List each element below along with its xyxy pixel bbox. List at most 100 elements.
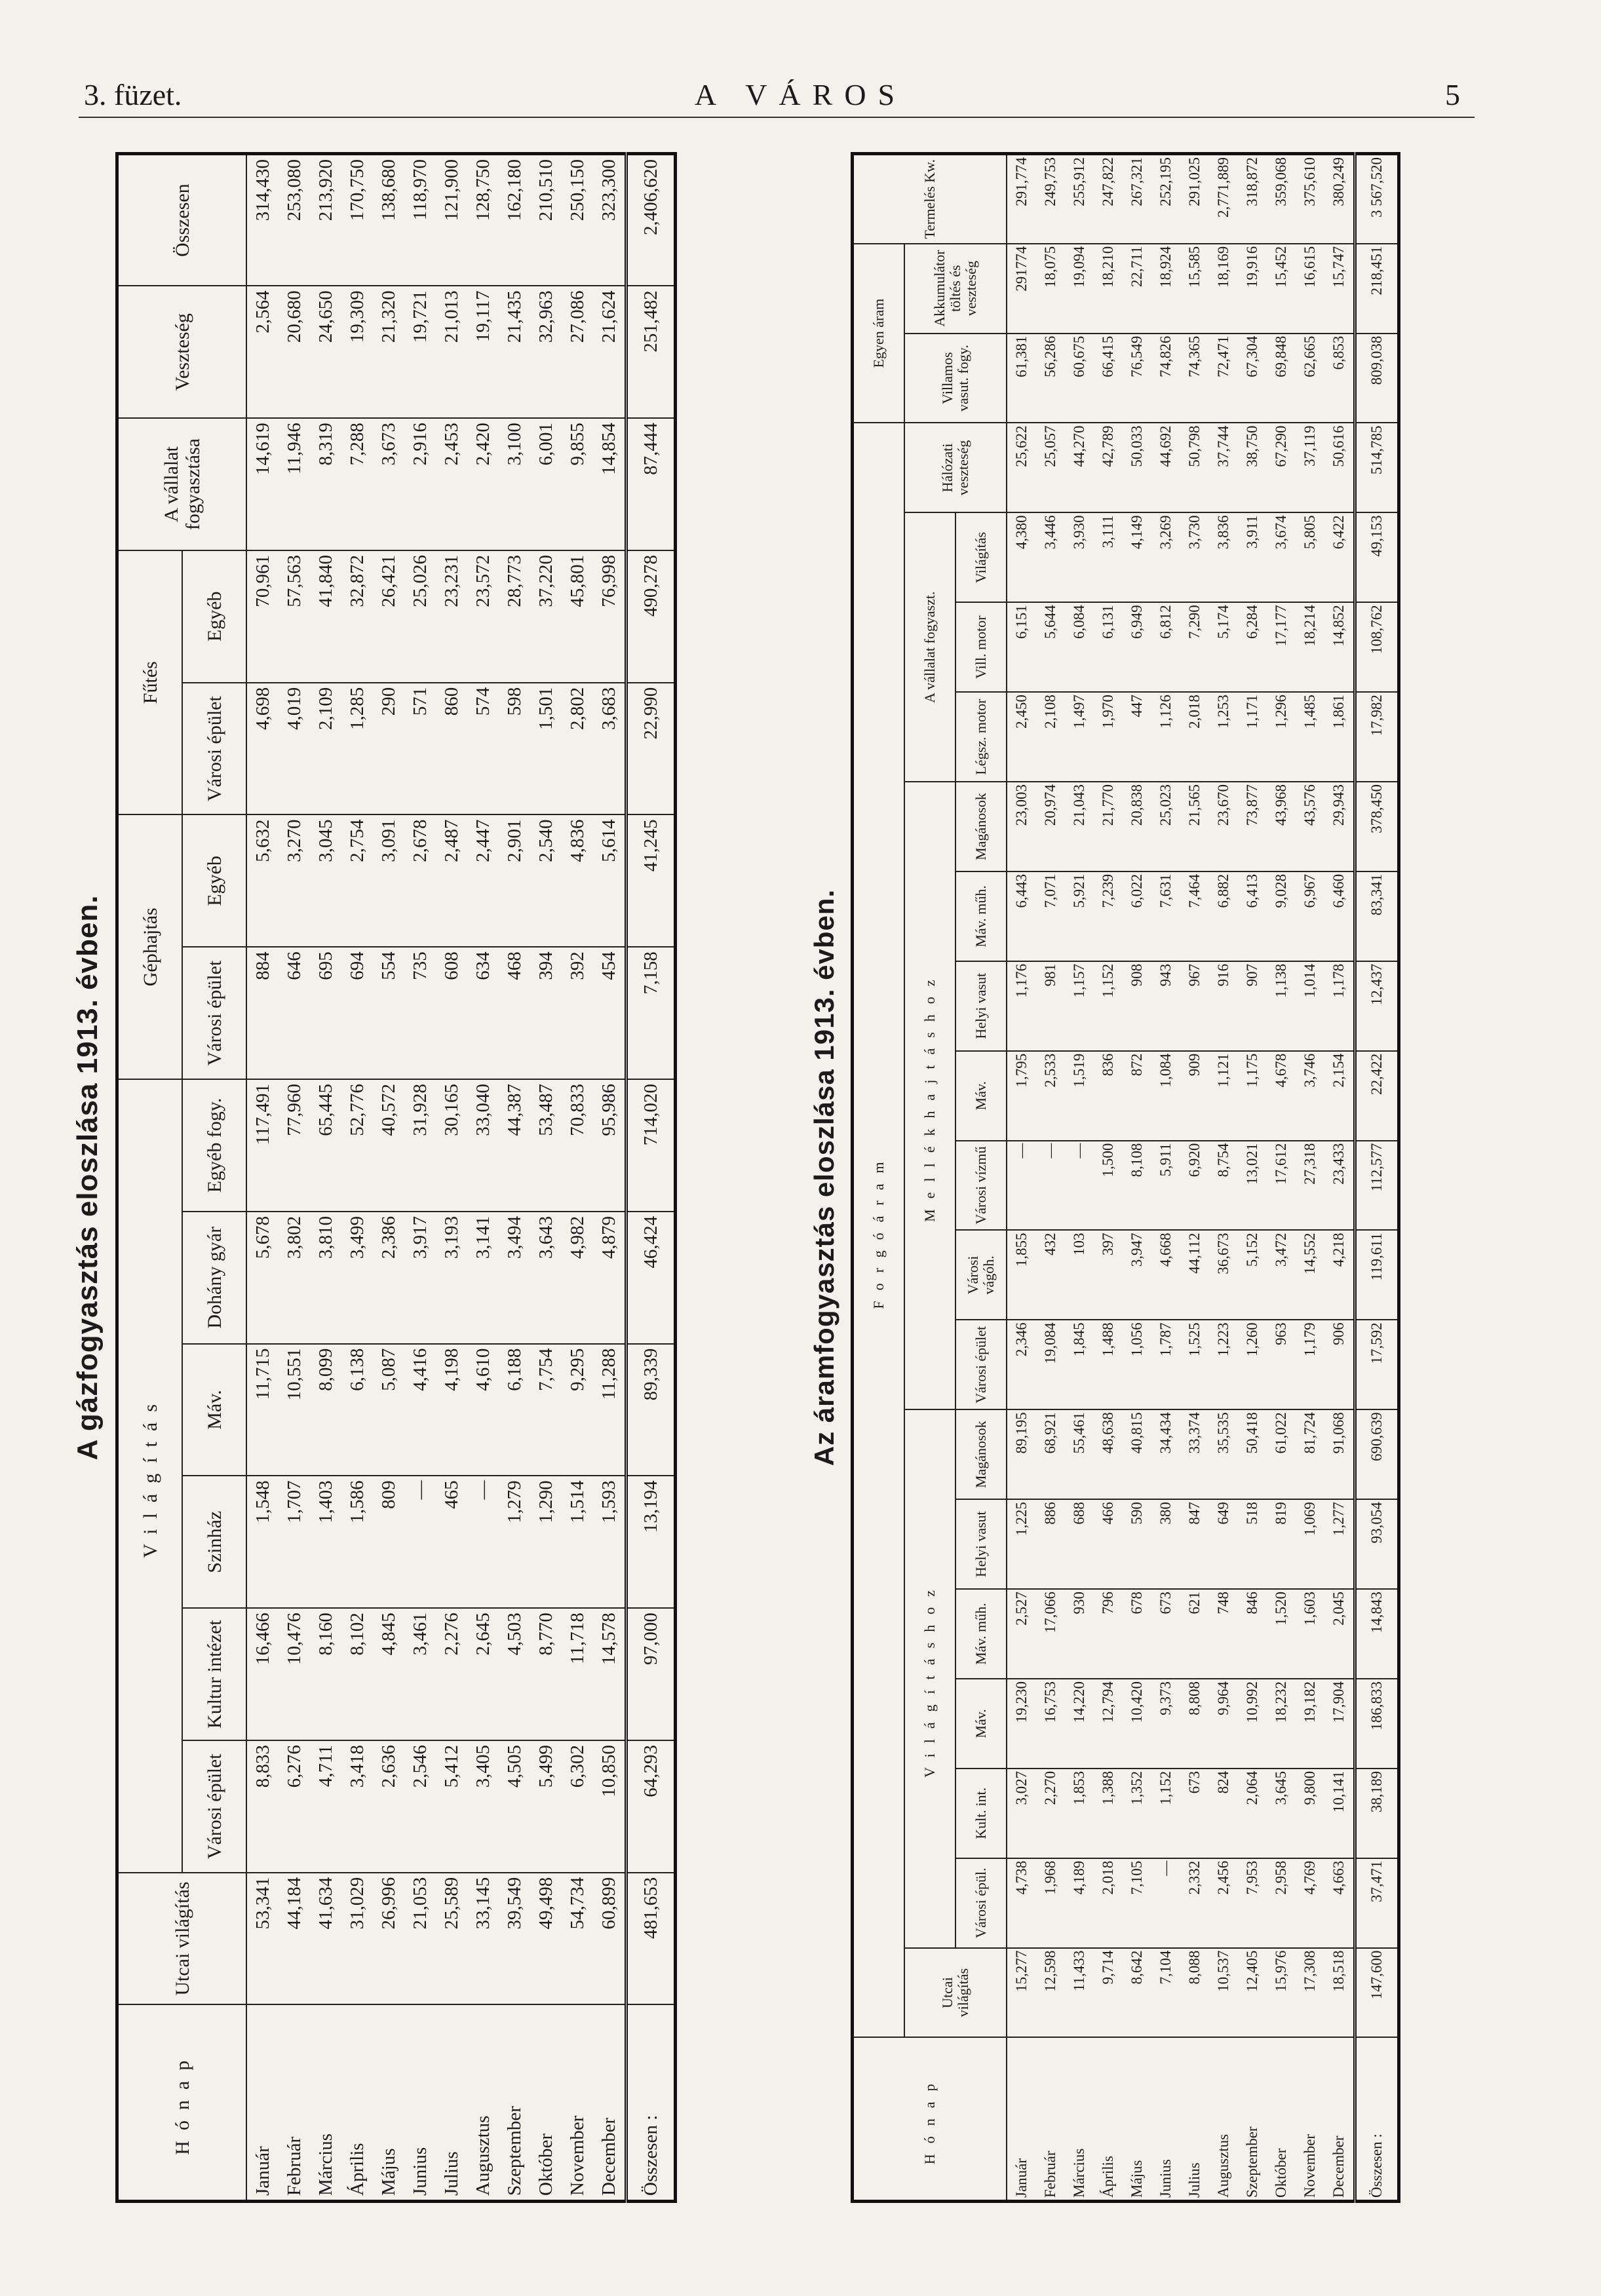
value-cell: 6,276: [279, 1740, 310, 1873]
total-cell: 17,592: [1355, 1320, 1399, 1410]
value-cell: 4,218: [1324, 1230, 1355, 1320]
value-cell: 3,111: [1094, 512, 1123, 603]
value-cell: 2,901: [499, 814, 530, 947]
value-cell: 76,549: [1123, 333, 1151, 423]
value-cell: 73,877: [1238, 782, 1267, 871]
value-cell: 11,715: [246, 1343, 279, 1476]
value-cell: 3,193: [436, 1211, 467, 1344]
value-cell: 25,057: [1036, 423, 1065, 513]
column-header: Utcai világítás: [904, 1947, 1007, 2038]
total-cell: 7,158: [626, 947, 676, 1080]
value-cell: 69,848: [1267, 333, 1296, 423]
value-cell: 4,505: [499, 1740, 530, 1873]
value-cell: 1,121: [1209, 1050, 1238, 1141]
value-cell: 22,711: [1123, 243, 1151, 334]
value-cell: 213,920: [310, 153, 341, 286]
month-cell: Junius: [1151, 2037, 1180, 2202]
total-row: Összesen :147,600 37,471 38,189 186,833 14,8…: [1355, 153, 1399, 2202]
value-cell: 432: [1036, 1230, 1065, 1320]
value-cell: 6,302: [562, 1740, 593, 1873]
value-cell: 3,673: [373, 418, 404, 550]
value-cell: 4,678: [1267, 1050, 1296, 1141]
value-cell: 3,027: [1007, 1768, 1036, 1858]
value-cell: 15,976: [1267, 1947, 1296, 2038]
value-cell: —: [1036, 1140, 1065, 1231]
value-cell: 2,420: [467, 418, 499, 550]
value-cell: 2,450: [1007, 692, 1036, 782]
value-cell: 19,084: [1036, 1320, 1065, 1410]
subcolumn-header: Világítás: [955, 512, 1007, 603]
value-cell: 33,374: [1180, 1409, 1209, 1500]
value-cell: 23,433: [1324, 1140, 1355, 1231]
value-cell: 3,836: [1209, 512, 1238, 603]
value-cell: 210,510: [530, 153, 562, 286]
value-cell: 24,650: [310, 286, 341, 419]
value-cell: 1,861: [1324, 692, 1355, 782]
value-cell: 8,108: [1123, 1140, 1151, 1231]
value-cell: 6,131: [1094, 602, 1123, 693]
value-cell: 8,833: [246, 1740, 279, 1873]
value-cell: 2,064: [1238, 1768, 1267, 1858]
value-cell: 291,774: [1007, 153, 1036, 244]
value-cell: 4,019: [279, 682, 310, 815]
value-cell: 62,665: [1296, 333, 1324, 423]
value-cell: 37,220: [530, 550, 562, 683]
value-cell: 2,546: [404, 1740, 436, 1873]
value-cell: 1,176: [1007, 961, 1036, 1051]
value-cell: 43,576: [1296, 782, 1324, 871]
value-cell: 19,309: [341, 286, 373, 419]
value-cell: 3,461: [404, 1608, 436, 1740]
total-cell: 119,611: [1355, 1230, 1399, 1320]
value-cell: 3,674: [1267, 512, 1296, 603]
value-cell: 9,028: [1267, 871, 1296, 961]
value-cell: 10,476: [279, 1608, 310, 1740]
value-cell: 6,443: [1007, 871, 1036, 961]
value-cell: 2,018: [1094, 1858, 1123, 1948]
value-cell: 50,418: [1238, 1409, 1267, 1500]
subcolumn-header: Egyéb fogy.: [182, 1079, 246, 1212]
value-cell: 19,094: [1065, 243, 1094, 334]
table-row: Junius 21,053 2,546 3,461—4,416 3,917 31,928 7…: [404, 153, 436, 2202]
value-cell: 53,487: [530, 1079, 562, 1212]
value-cell: 138,680: [373, 153, 404, 286]
value-cell: 23,670: [1209, 782, 1238, 871]
value-cell: 1,277: [1324, 1499, 1355, 1590]
total-cell: 22,422: [1355, 1050, 1399, 1141]
value-cell: 61,381: [1007, 333, 1036, 423]
value-cell: 2,916: [404, 418, 436, 550]
value-cell: 673: [1180, 1768, 1209, 1858]
value-cell: 14,220: [1065, 1678, 1094, 1769]
total-cell: 12,437: [1355, 961, 1399, 1051]
subcolumn-header: Máv. műh.: [955, 871, 1007, 961]
value-cell: 1,152: [1094, 961, 1123, 1051]
value-cell: 380,249: [1324, 153, 1355, 244]
value-cell: 3,446: [1036, 512, 1065, 603]
value-cell: 2,332: [1180, 1858, 1209, 1948]
value-cell: 4,663: [1324, 1858, 1355, 1948]
value-cell: 27,318: [1296, 1140, 1324, 1231]
value-cell: 3,494: [499, 1211, 530, 1344]
value-cell: 25,589: [436, 1872, 467, 2005]
month-cell: Május: [373, 2004, 404, 2202]
value-cell: 44,387: [499, 1079, 530, 1212]
value-cell: 5,087: [373, 1343, 404, 1476]
value-cell: 7,754: [530, 1343, 562, 1476]
table-row: Április 9,714 2,018 1,388 12,794 796 466 48,638…: [1094, 153, 1123, 2202]
total-cell: 87,444: [626, 418, 676, 550]
value-cell: 872: [1123, 1050, 1151, 1141]
month-cell: Március: [310, 2004, 341, 2202]
value-cell: 2,018: [1180, 692, 1209, 782]
subcolumn-header: Városi épület: [955, 1320, 1007, 1410]
value-cell: 44,112: [1180, 1230, 1209, 1320]
table-row: Október 15,976 2,958 3,645 18,232 1,520 819 61,…: [1267, 153, 1296, 2202]
value-cell: 4,503: [499, 1608, 530, 1740]
value-cell: 3,091: [373, 814, 404, 947]
value-cell: 19,117: [467, 286, 499, 419]
value-cell: 44,692: [1151, 423, 1180, 513]
value-cell: 291,025: [1180, 153, 1209, 244]
value-cell: 249,753: [1036, 153, 1065, 244]
value-cell: 1,171: [1238, 692, 1267, 782]
subcolumn-header: Városi épület: [182, 682, 246, 815]
value-cell: 10,551: [279, 1343, 310, 1476]
value-cell: 694: [341, 947, 373, 1080]
